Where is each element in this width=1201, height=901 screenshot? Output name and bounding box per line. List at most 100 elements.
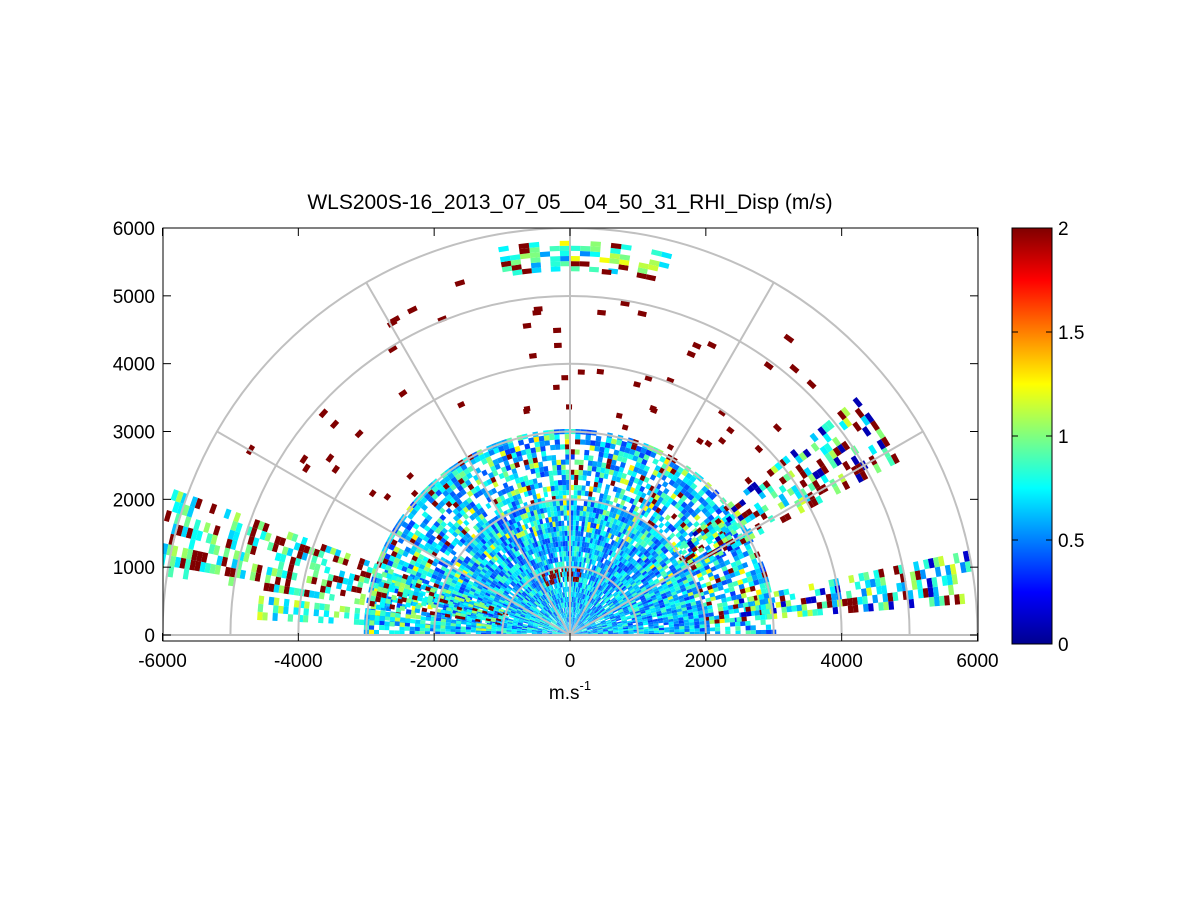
heatmap-cell — [451, 579, 458, 585]
heatmap-cell — [852, 597, 858, 606]
heatmap-cell — [370, 595, 376, 602]
heatmap-cell — [566, 622, 568, 628]
heatmap-cell — [536, 632, 543, 634]
heatmap-cell — [550, 596, 554, 601]
heatmap-cell — [750, 625, 756, 631]
heatmap-cell — [573, 617, 576, 623]
heatmap-cell — [462, 499, 470, 507]
heatmap-cell — [586, 625, 591, 628]
heatmap-cell — [787, 470, 796, 479]
heatmap-cell — [586, 552, 590, 559]
heatmap-cell — [710, 521, 718, 528]
heatmap-cell — [230, 520, 238, 532]
heatmap-cell — [561, 474, 566, 480]
heatmap-cell — [455, 612, 461, 617]
x-tick-label: 0 — [565, 651, 576, 672]
heatmap-cell — [516, 556, 522, 562]
heatmap-cell — [477, 597, 483, 602]
heatmap-cell — [602, 627, 608, 629]
heatmap-cell — [547, 629, 553, 631]
heatmap-cell — [465, 629, 471, 633]
heatmap-cell — [666, 610, 673, 615]
heatmap-cell — [582, 578, 586, 584]
heatmap-cell — [293, 607, 299, 615]
heatmap-cell — [551, 578, 555, 585]
heatmap-cell — [601, 601, 606, 607]
heatmap-cell — [641, 548, 647, 554]
heatmap-cell — [864, 412, 875, 424]
heatmap-cell — [433, 557, 440, 564]
heatmap-cell — [510, 610, 516, 614]
heatmap-cell — [678, 620, 684, 624]
heatmap-cell — [538, 529, 543, 535]
heatmap-cell — [607, 516, 612, 523]
x-tick-label: -4000 — [274, 651, 323, 672]
heatmap-cell — [554, 578, 558, 584]
heatmap-cell — [544, 471, 550, 477]
heatmap-cell — [717, 606, 724, 612]
heatmap-cell — [725, 630, 731, 635]
heatmap-cell — [952, 552, 960, 564]
heatmap-cell — [635, 524, 641, 531]
heatmap-cell — [610, 575, 615, 581]
heatmap-cell — [527, 490, 533, 496]
heatmap-cell — [531, 632, 537, 634]
heatmap-cell — [807, 609, 813, 617]
heatmap-cell — [572, 623, 576, 628]
heatmap-cell — [913, 561, 920, 572]
heatmap-cell — [189, 559, 197, 571]
heatmap-cell — [583, 594, 587, 600]
heatmap-cell — [560, 561, 563, 567]
heatmap-cell — [574, 535, 578, 542]
heatmap-cell — [328, 593, 335, 601]
heatmap-cell — [597, 627, 603, 630]
heatmap-cell — [513, 585, 519, 591]
heatmap-cell — [625, 442, 633, 449]
heatmap-cell — [458, 575, 465, 581]
heatmap-cell — [735, 540, 743, 547]
heatmap-cell — [597, 456, 603, 463]
heatmap-cell — [576, 546, 580, 552]
heatmap-cell — [537, 629, 543, 631]
heatmap-cell — [555, 616, 560, 622]
heatmap-cell — [501, 605, 508, 609]
heatmap-cell — [525, 595, 531, 601]
heatmap-cell — [668, 479, 676, 487]
heatmap-cell — [553, 628, 559, 631]
heatmap-cell — [543, 466, 549, 472]
heatmap-cell — [740, 592, 747, 599]
heatmap-cell — [547, 603, 552, 609]
heatmap-cell — [592, 554, 596, 560]
heatmap-cell — [831, 599, 838, 608]
heatmap-cell — [460, 613, 466, 618]
heatmap-cell — [574, 546, 577, 552]
heatmap-cell — [665, 605, 671, 610]
heatmap-cell — [652, 599, 658, 604]
heatmap-cell — [732, 580, 739, 587]
heatmap-cell — [595, 534, 600, 540]
heatmap-cell — [670, 513, 678, 520]
heatmap-cell — [511, 609, 517, 613]
heatmap-cell — [507, 442, 515, 449]
heatmap-cell — [506, 587, 512, 592]
heatmap-cell — [700, 557, 707, 564]
heatmap-cell — [327, 573, 334, 582]
heatmap-cell — [358, 557, 366, 565]
heatmap-cell — [589, 611, 594, 616]
heatmap-cell — [599, 606, 604, 611]
heatmap-cell — [494, 553, 501, 560]
heatmap-cell — [557, 621, 562, 626]
heatmap-cell — [481, 517, 488, 524]
heatmap-cell — [484, 542, 490, 549]
heatmap-cell — [560, 626, 565, 630]
heatmap-cell — [621, 424, 629, 431]
heatmap-cell — [456, 620, 462, 624]
heatmap-cell — [586, 574, 590, 580]
heatmap-cell — [478, 604, 484, 609]
heatmap-cell — [645, 567, 652, 573]
heatmap-cell — [675, 477, 683, 485]
heatmap-cell — [325, 453, 335, 463]
heatmap-cell — [223, 547, 231, 558]
heatmap-cell — [559, 505, 564, 511]
heatmap-cell — [758, 483, 767, 492]
